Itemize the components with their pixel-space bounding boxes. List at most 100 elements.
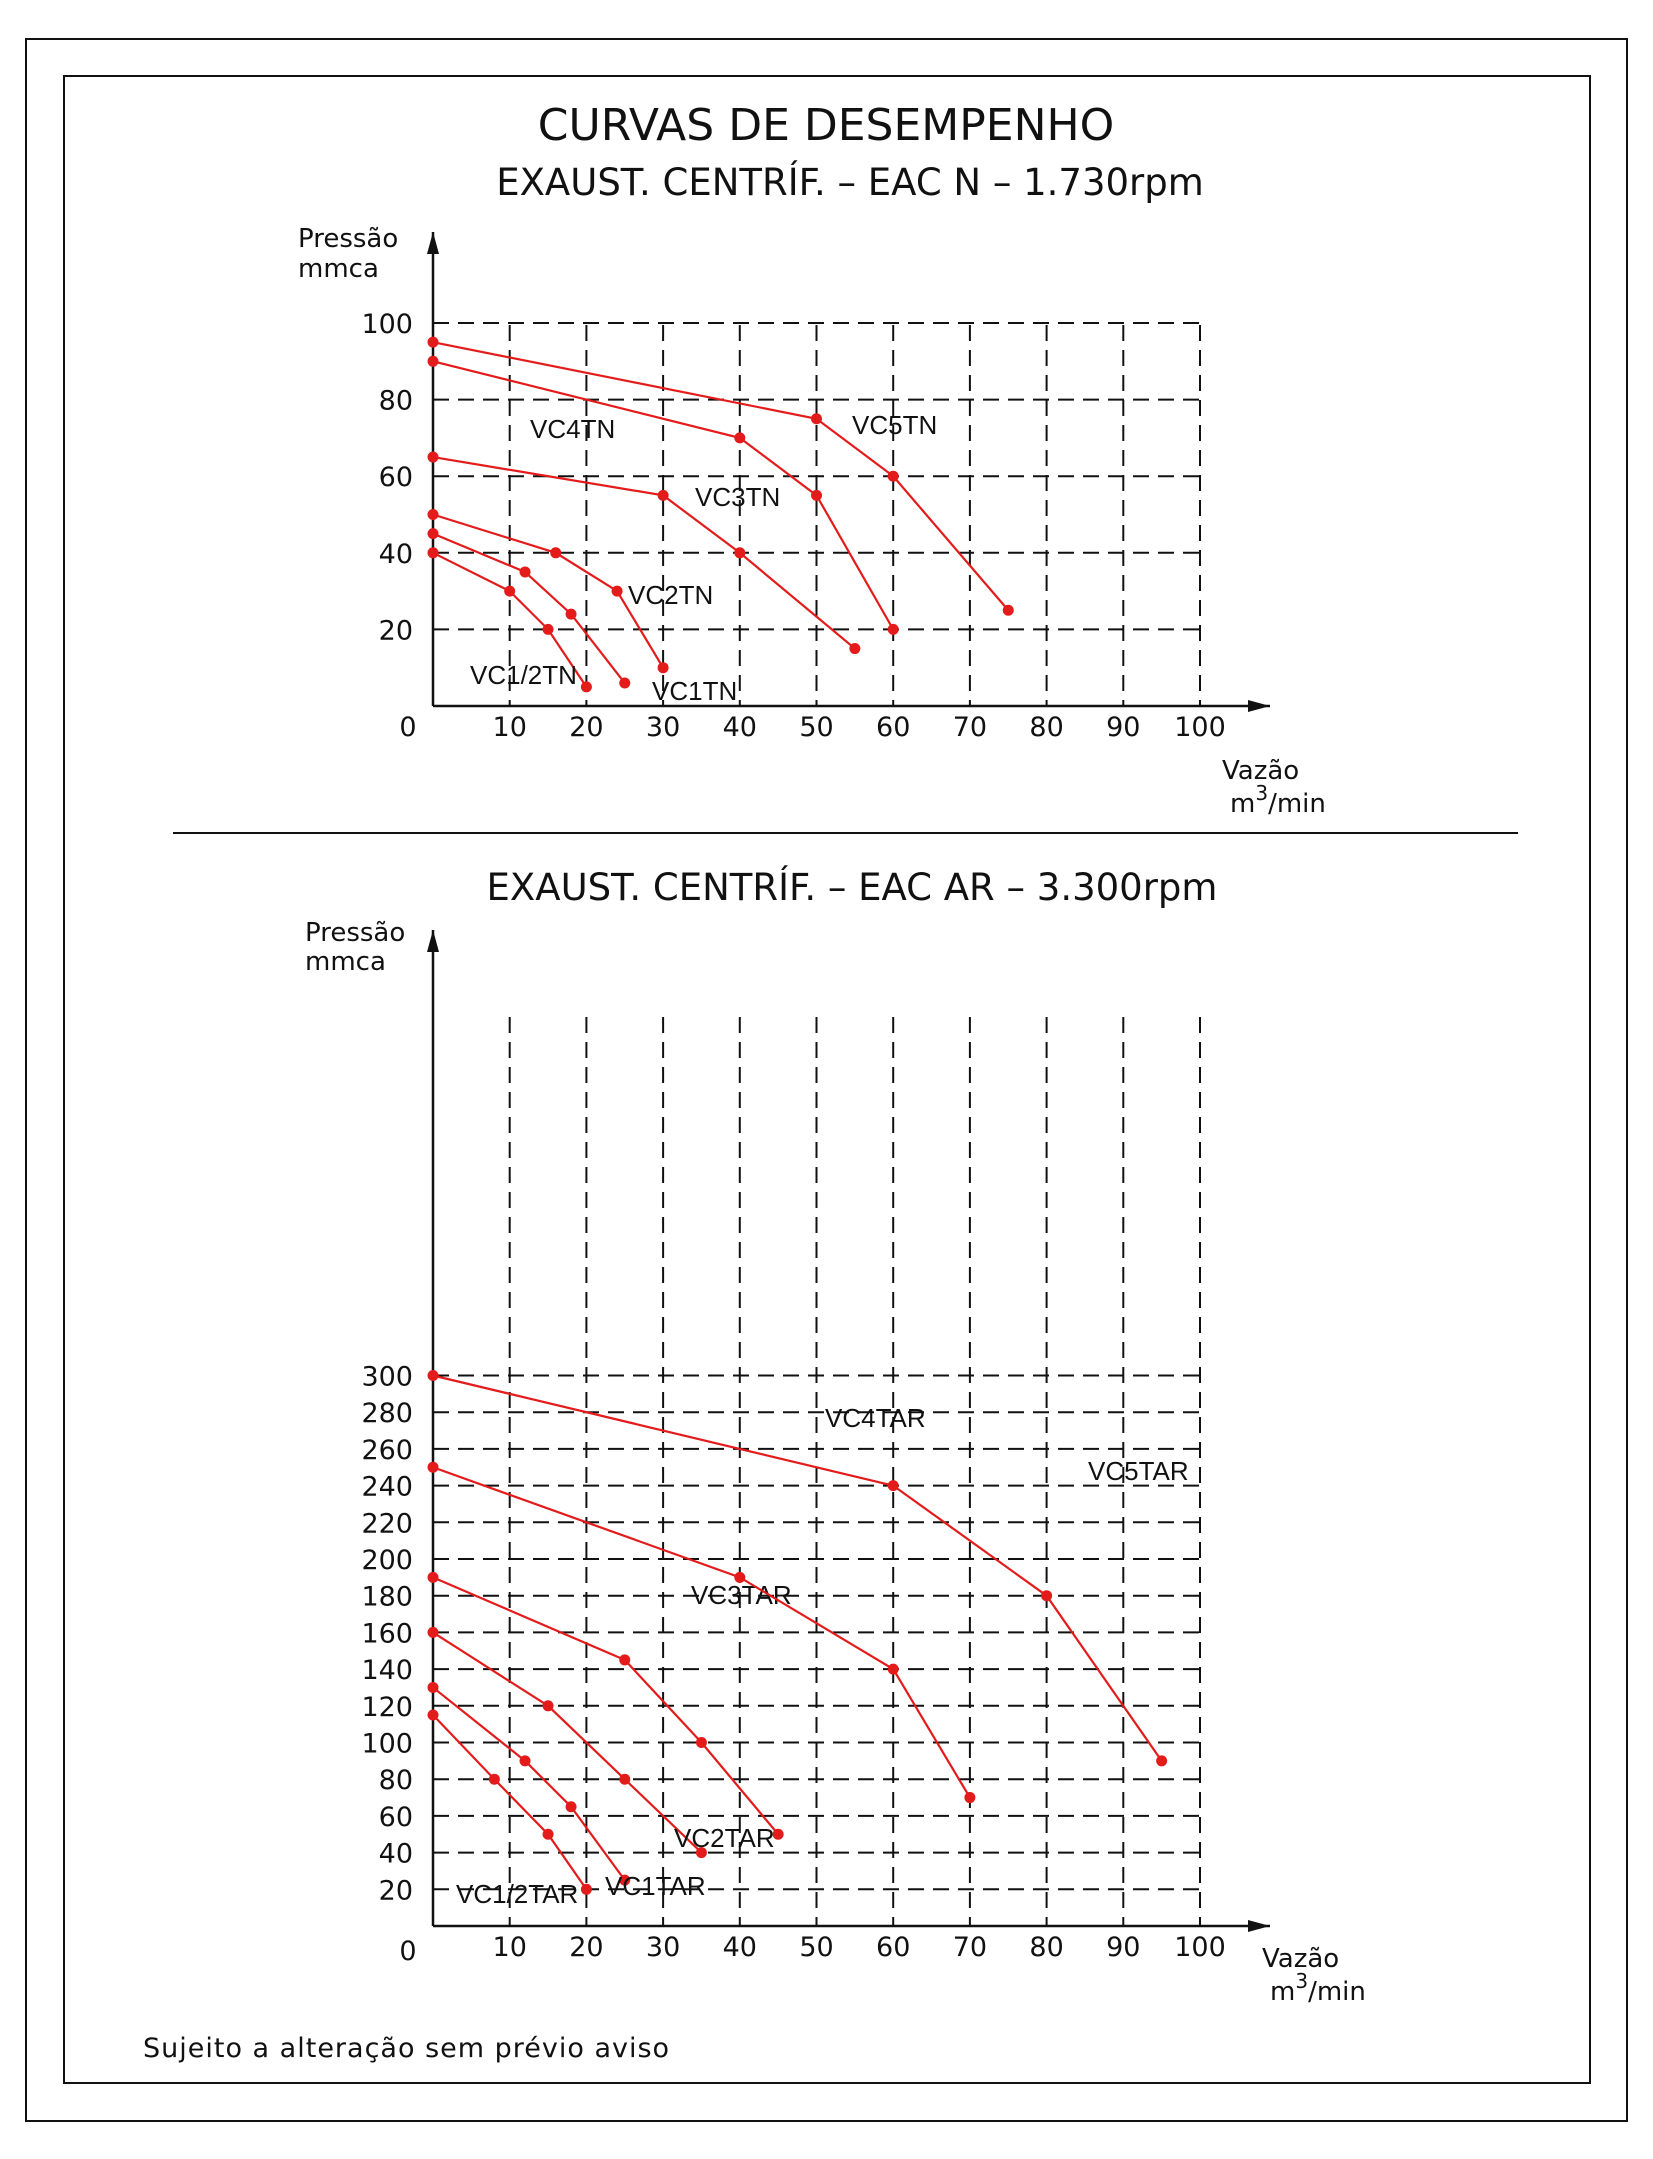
series-label: VC1/2TN <box>470 660 577 690</box>
y-tick-label: 60 <box>379 1802 413 1833</box>
y-tick-label: 140 <box>361 1655 413 1686</box>
data-point <box>887 623 899 635</box>
chart-title: EXAUST. CENTRÍF. – EAC AR – 3.300rpm <box>487 865 1218 909</box>
data-point <box>427 355 439 367</box>
y-tick-label: 60 <box>379 462 413 493</box>
y-tick-label: 280 <box>361 1398 413 1429</box>
series-line <box>432 551 588 688</box>
data-point <box>695 1737 707 1748</box>
data-point <box>887 470 899 482</box>
data-point <box>734 1571 746 1583</box>
data-point <box>849 643 861 655</box>
y-tick-label: 180 <box>361 1582 413 1613</box>
data-point <box>427 547 439 559</box>
data-point <box>580 1883 592 1895</box>
origin-label: 0 <box>399 712 416 743</box>
data-point <box>1156 1755 1168 1767</box>
chart-eac-n: EXAUST. CENTRÍF. – EAC N – 1.730rpm Pres… <box>298 160 1326 819</box>
y-axis-arrow-icon <box>427 930 439 952</box>
data-point <box>734 432 746 444</box>
x-axis-label: Vazão <box>1222 756 1299 786</box>
data-point <box>542 1700 554 1712</box>
data-point <box>427 1626 439 1638</box>
footer-disclaimer: Sujeito a alteração sem prévio aviso <box>143 2033 671 2064</box>
data-point <box>504 585 516 597</box>
y-tick-label: 20 <box>379 1875 413 1906</box>
x-tick-label: 30 <box>646 1932 680 1963</box>
data-point <box>811 489 822 501</box>
y-tick-label: 40 <box>379 539 413 570</box>
series-label: VC4TN <box>530 414 615 444</box>
y-axis-unit: mmca <box>305 947 386 977</box>
x-tick-label: 20 <box>569 1932 603 1963</box>
series-line <box>432 1576 779 1835</box>
data-point <box>619 1654 631 1666</box>
x-axis-unit: m3/min <box>1270 1969 1366 2007</box>
data-point <box>657 662 669 674</box>
y-axis-arrow-icon <box>427 232 439 254</box>
data-point <box>695 1847 707 1859</box>
y-tick-label: 300 <box>361 1362 413 1393</box>
x-tick-label: 80 <box>1029 1932 1063 1963</box>
y-tick-label: 120 <box>361 1692 413 1723</box>
x-axis-unit: m3/min <box>1230 781 1326 819</box>
x-tick-label: 70 <box>953 1932 987 1963</box>
x-tick-label: 30 <box>646 712 680 743</box>
y-tick-label: 240 <box>361 1472 413 1503</box>
data-point <box>542 623 554 635</box>
series-label: VC1TN <box>652 676 737 706</box>
x-axis-arrow-icon <box>1248 1920 1270 1932</box>
data-point <box>542 1828 554 1840</box>
y-tick-label: 80 <box>379 1765 413 1796</box>
x-tick-label: 90 <box>1106 1932 1140 1963</box>
y-axis-label: Pressão <box>305 918 405 948</box>
series-line <box>432 1631 703 1854</box>
data-point <box>427 1370 439 1381</box>
y-tick-label: 260 <box>361 1435 413 1466</box>
x-tick-label: 60 <box>876 712 910 743</box>
data-point <box>1002 604 1014 616</box>
data-point <box>772 1828 784 1840</box>
data-point <box>887 1480 899 1492</box>
data-point <box>427 1461 439 1473</box>
series-line <box>432 1374 1163 1762</box>
series-line <box>432 513 665 669</box>
y-tick-label: 220 <box>361 1508 413 1539</box>
series-line <box>432 341 1010 611</box>
series-label: VC5TAR <box>1088 1456 1189 1486</box>
data-point <box>427 451 439 463</box>
series-line <box>432 360 895 630</box>
data-point <box>427 1571 439 1583</box>
origin-label: 0 <box>399 1936 416 1967</box>
data-point <box>427 509 439 520</box>
x-tick-label: 100 <box>1174 1932 1226 1963</box>
data-point <box>887 1663 899 1675</box>
x-tick-label: 10 <box>493 1932 527 1963</box>
chart-eac-ar: EXAUST. CENTRÍF. – EAC AR – 3.300rpm Pre… <box>305 865 1366 2007</box>
x-tick-label: 40 <box>723 1932 757 1963</box>
data-point <box>519 566 531 578</box>
series-label: VC3TAR <box>691 1580 792 1610</box>
data-point <box>427 336 439 348</box>
series-line <box>432 455 856 650</box>
data-point <box>519 1755 531 1767</box>
data-point <box>619 1773 631 1785</box>
x-tick-label: 50 <box>799 1932 833 1963</box>
series-label: VC2TAR <box>674 1823 775 1853</box>
series-line <box>432 532 626 684</box>
data-point <box>657 489 669 501</box>
data-point <box>811 413 822 425</box>
series-line <box>432 1466 971 1799</box>
x-tick-label: 70 <box>953 712 987 743</box>
x-axis-label: Vazão <box>1262 1944 1339 1974</box>
page-title: CURVAS DE DESEMPENHO <box>538 100 1114 151</box>
x-axis-arrow-icon <box>1248 700 1270 712</box>
series-line <box>432 1714 588 1890</box>
series-label: VC5TN <box>852 410 937 440</box>
y-tick-label: 20 <box>379 615 413 646</box>
data-point <box>565 608 577 620</box>
data-point <box>964 1792 976 1804</box>
data-point <box>734 547 746 559</box>
x-tick-label: 100 <box>1174 712 1226 743</box>
